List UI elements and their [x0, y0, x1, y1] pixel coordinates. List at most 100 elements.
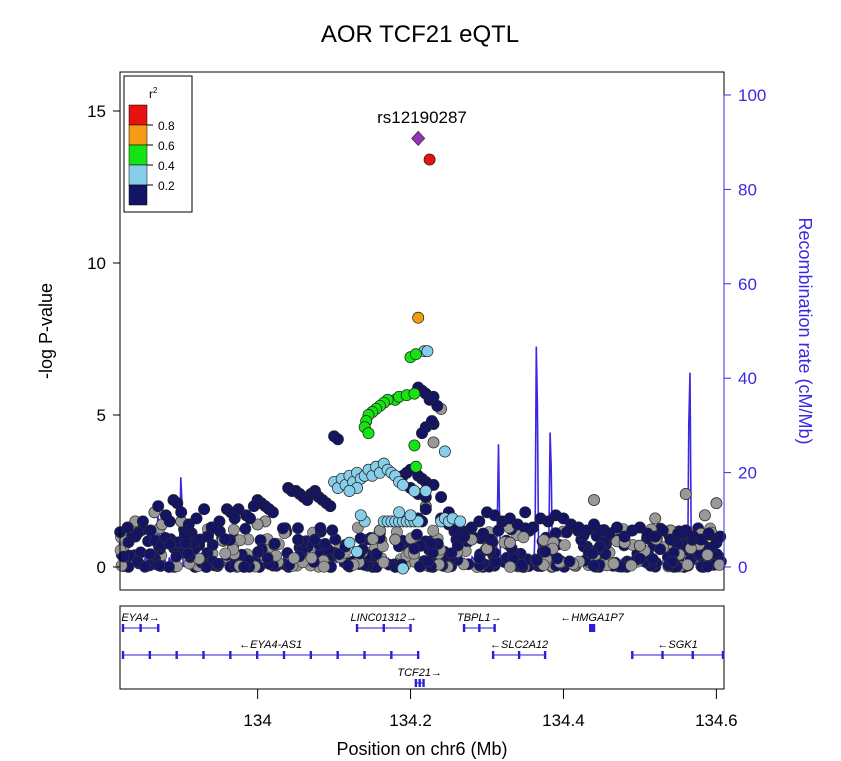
- y-tick-label: 10: [87, 254, 106, 273]
- snp-point: [435, 491, 448, 504]
- x-tick-label: 134: [243, 711, 271, 730]
- gene-track: EYA4→ ←EYA4-AS1 LINC01312→ TCF21→ TBPL1→ ←SLC…: [121, 612, 725, 687]
- snp-point-r2-low: [586, 547, 599, 560]
- gene-exon: [491, 651, 495, 659]
- snp-point-r2-low: [170, 550, 183, 563]
- snp-point: [354, 509, 367, 522]
- legend-label-02: 0.2: [158, 179, 175, 193]
- x-axis-label: Position on chr6 (Mb): [336, 739, 507, 759]
- snp-point-na: [681, 558, 694, 571]
- legend-swatch-04-06: [128, 144, 148, 166]
- snp-point: [419, 485, 432, 497]
- x-axis: 134 134.2 134.4 134.6: [243, 689, 738, 730]
- snp-point: [511, 518, 524, 531]
- legend-swatch-08-10: [128, 104, 148, 126]
- snp-point: [427, 436, 440, 449]
- snp-point-r2-low: [238, 561, 250, 573]
- y-axis: 0 5 10 15: [87, 102, 120, 577]
- snp-point: [492, 524, 505, 537]
- gene-exon: [493, 624, 496, 632]
- snp-point-r2-low: [551, 552, 564, 565]
- snp-point: [408, 387, 421, 400]
- snp-point: [454, 515, 467, 528]
- snp-point-na: [607, 557, 620, 570]
- gene-exon: [282, 651, 286, 659]
- snp-point-na: [625, 559, 638, 572]
- x-tick-label: 134.4: [542, 711, 585, 730]
- snp-point-na: [701, 549, 714, 561]
- snp-point-r2-low: [633, 552, 646, 565]
- gene-exon: [157, 624, 160, 632]
- gene-label: ←EYA4-AS1: [239, 639, 302, 651]
- snp-point-r2-low: [164, 538, 176, 550]
- y-axis-label: -log P-value: [36, 283, 56, 379]
- gene-exon: [517, 651, 521, 659]
- snp-point: [144, 524, 157, 537]
- snp-point: [213, 515, 226, 528]
- snp-point: [423, 153, 436, 166]
- snp-point: [419, 503, 432, 516]
- snp-point: [408, 485, 421, 497]
- gene-label: LINC01312→: [350, 612, 417, 624]
- snp-point: [416, 427, 428, 440]
- snp-point-r2-low: [666, 555, 678, 568]
- gene-label: ←SGK1: [657, 639, 697, 651]
- y2-tick-label: 40: [738, 369, 757, 388]
- snp-point-r2-low: [117, 550, 130, 563]
- gene-exon: [592, 624, 596, 632]
- gene-name: TBPL1→: [457, 612, 502, 624]
- index-snp-marker: [411, 130, 426, 146]
- snp-point: [408, 439, 421, 452]
- snp-point-na: [366, 533, 379, 545]
- y2-axis: 0 20 40 60 80 100: [723, 86, 766, 577]
- snp-point: [179, 527, 191, 540]
- gene-exon: [590, 624, 594, 632]
- gene-exon: [661, 651, 664, 659]
- legend-label-06: 0.6: [158, 139, 175, 153]
- snp-point-r2-low: [701, 560, 714, 573]
- gene-exon: [382, 624, 385, 632]
- legend-swatch-06-08: [128, 124, 148, 146]
- gene-exon: [418, 679, 421, 687]
- snp-point: [129, 530, 142, 543]
- snp-point-r2-low: [473, 552, 486, 565]
- snp-point: [679, 488, 692, 500]
- snp-point: [201, 530, 214, 543]
- snp-point: [396, 562, 409, 575]
- snp-point-na: [517, 531, 530, 544]
- gene-label: ←HMGA1P7: [560, 612, 624, 624]
- snp-point-r2-low: [445, 547, 458, 560]
- gene-exon: [229, 651, 232, 659]
- snp-point-na: [713, 559, 726, 571]
- snp-point: [649, 512, 662, 525]
- gene-name: ←SLC2A12: [490, 639, 548, 651]
- snp-point-na: [558, 539, 571, 551]
- snp-point-r2-low: [654, 543, 666, 556]
- snp-point: [324, 500, 337, 513]
- y2-tick-label: 80: [738, 180, 757, 199]
- snp-point-r2-low: [451, 539, 464, 552]
- snp-point-r2-low: [308, 533, 321, 546]
- snp-point: [458, 530, 471, 543]
- snp-point: [393, 506, 406, 519]
- snp-point: [473, 515, 486, 528]
- snp-point: [519, 506, 532, 519]
- gene-exon: [309, 651, 313, 659]
- snp-point-r2-low: [239, 522, 252, 535]
- legend-swatch-02-04: [128, 164, 148, 186]
- snp-point-r2-low: [292, 522, 304, 535]
- snp-point: [714, 530, 727, 543]
- snp-point-r2-low: [181, 547, 194, 560]
- snp-point-r2-low: [531, 554, 543, 567]
- gene-exon: [355, 624, 359, 632]
- snp-point-r2-low: [333, 548, 345, 561]
- gene-exon: [414, 679, 418, 687]
- snp-point-na: [288, 552, 300, 565]
- snp-point: [190, 512, 203, 525]
- snp-point-r2-low: [292, 533, 304, 546]
- snp-point: [702, 527, 715, 540]
- snp-point: [484, 533, 497, 546]
- snp-point: [656, 524, 669, 537]
- y2-tick-label: 20: [738, 464, 757, 483]
